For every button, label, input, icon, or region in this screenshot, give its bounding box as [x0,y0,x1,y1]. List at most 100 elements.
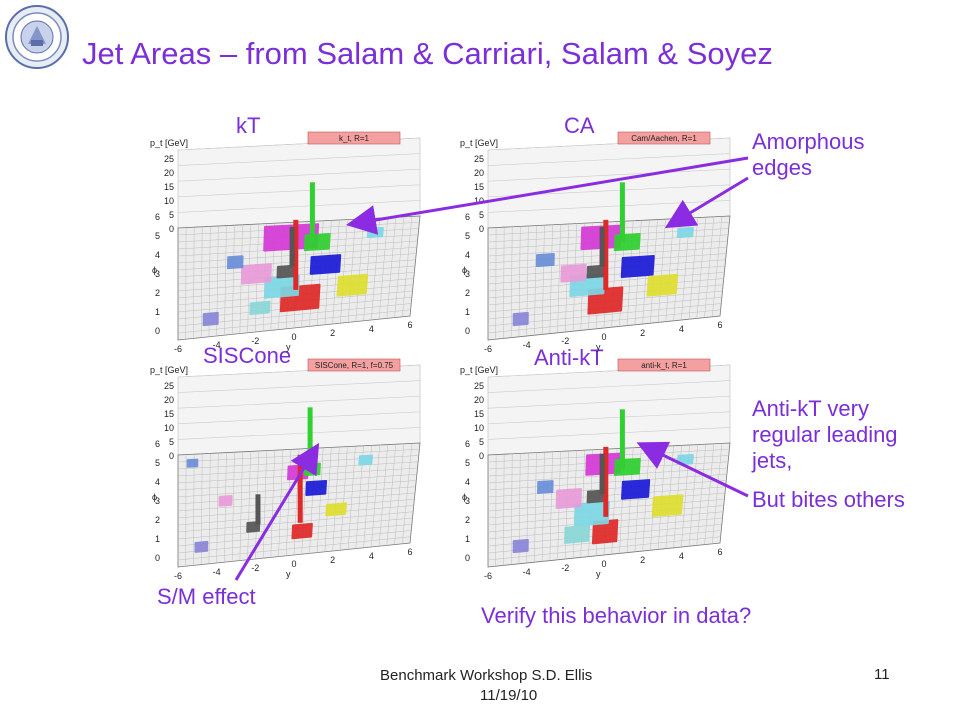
phi-tick-label: 1 [465,534,470,544]
university-seal-logo [4,4,70,70]
phi-tick-label: 4 [465,250,470,260]
jet-area-patch [591,519,619,545]
slide-title: Jet Areas – from Salam & Carriari, Salam… [82,36,773,71]
y-tick-label: 0 [601,559,606,569]
phi-tick-label: 0 [465,553,470,563]
energy-tower [603,446,609,517]
phi-tick-label: 6 [465,212,470,222]
pt-tick-label: 25 [164,381,174,391]
jet-area-patch [240,263,272,285]
energy-tower [255,494,261,525]
y-tick-label: 4 [369,551,374,561]
plot-header-text: anti-k_t, R=1 [641,361,687,370]
phi-tick-label: 0 [465,326,470,336]
jet-area-patch [186,458,199,468]
jet-area-patch [325,502,347,517]
phi-tick-label: 2 [465,515,470,525]
plot-header-box [617,131,711,145]
jet-area-patch [358,454,374,466]
pt-tick-label: 10 [474,423,484,433]
pt-tick-label: 0 [479,224,484,234]
phi-tick-label: 4 [155,250,160,260]
pt-tick-label: 15 [474,182,484,192]
jet-area-patch [305,480,328,496]
y-tick-label: -6 [484,344,492,354]
phi-tick-label: 3 [465,496,470,506]
jet-area-patch [512,538,529,554]
pt-tick-label: 5 [169,210,174,220]
y-tick-label: 2 [330,328,335,338]
energy-tower [307,407,313,468]
y-tick-label: -6 [174,571,182,581]
plot-header-text: SISCone, R=1, f=0.75 [315,361,394,370]
pt-tick-label: 25 [164,154,174,164]
pt-axis-label: p_t [GeV] [460,365,498,375]
jet-area-patch [309,254,342,275]
jet-area-patch [194,540,209,553]
y-tick-label: -2 [251,336,259,346]
y-tick-label: -6 [174,344,182,354]
phi-tick-label: 3 [155,496,160,506]
arrow-amorphous-ca [664,176,749,229]
plot-label-antikt: Anti-kT [534,345,604,370]
jet-area-patch [336,273,369,297]
jet-area-patch [537,480,554,494]
energy-tower [297,454,303,523]
y-axis-label: y [286,342,291,352]
y-tick-label: 2 [330,555,335,565]
jet-area-patch [651,494,684,518]
energy-tower [619,182,625,243]
phi-tick-label: 1 [465,307,470,317]
jet-area-plot-ca: Cam/Aachen, R=1 p_t [GeV] 25 20 15 10 5 0 6 5 4 3 2 1… [458,128,748,363]
phi-tick-label: 5 [155,231,160,241]
y-axis-label: y [596,569,601,579]
plot-header-box [307,358,401,372]
plot-header-box [307,131,401,145]
arrow-antikt-bites [636,441,749,498]
plot-header-box [617,358,711,372]
pt-tick-label: 5 [479,210,484,220]
page-number: 11 [874,666,890,683]
energy-tower [599,453,605,494]
phi-tick-label: 2 [465,288,470,298]
jet-area-plot-antikt: anti-k_t, R=1 p_t [GeV] 25 20 15 10 5 0 6 5 4 3 2 1 0 ϕ… [458,355,748,590]
amorphous-line-1: Amorphous [752,129,865,154]
pt-tick-label: 15 [164,182,174,192]
jet-area-patch [249,300,271,316]
y-tick-label: -2 [561,563,569,573]
jet-area-patch [227,255,244,270]
y-tick-label: 2 [640,328,645,338]
y-tick-label: -4 [523,340,531,350]
pt-axis-label: p_t [GeV] [150,365,188,375]
pt-tick-label: 25 [474,154,484,164]
phi-tick-label: 0 [155,326,160,336]
y-tick-label: -2 [561,336,569,346]
jet-area-patch [512,311,529,327]
jet-area-patch [564,524,591,544]
jet-area-patch [555,487,582,509]
y-tick-label: 4 [369,324,374,334]
phi-tick-label: 6 [155,439,160,449]
y-tick-label: 2 [640,555,645,565]
amorphous-edges-note: Amorphous edges [752,129,865,181]
pt-tick-label: 10 [164,423,174,433]
plot-header-text: Cam/Aachen, R=1 [631,134,697,143]
pt-tick-label: 15 [474,409,484,419]
jet-area-patch [202,311,219,327]
phi-tick-label: 1 [155,307,160,317]
footer-line-1: Benchmark Workshop S.D. Ellis [380,667,593,684]
y-tick-label: 0 [291,332,296,342]
footer-text: Benchmark Workshop S.D. Ellis 11/19/10 [380,666,680,706]
jet-area-patch [263,274,300,299]
jet-area-patch [620,254,655,278]
y-tick-label: 6 [717,320,722,330]
pt-axis-label: p_t [GeV] [150,138,188,148]
pt-tick-label: 5 [479,437,484,447]
phi-axis-label: ϕ [462,492,467,502]
phi-tick-label: 2 [155,515,160,525]
y-tick-label: 4 [679,551,684,561]
phi-tick-label: 6 [465,439,470,449]
pt-tick-label: 5 [169,437,174,447]
plot-label-ca: CA [564,113,595,138]
phi-tick-label: 3 [155,269,160,279]
